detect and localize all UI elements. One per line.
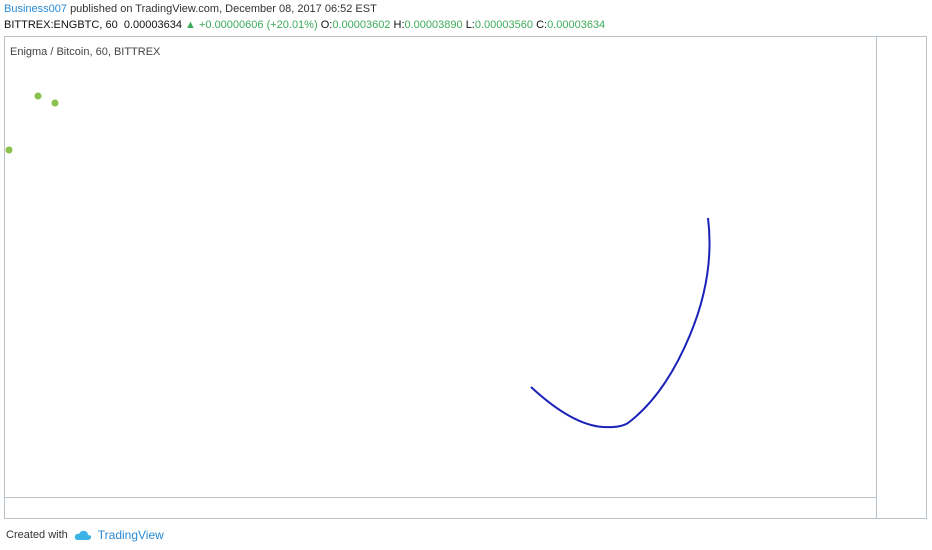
author[interactable]: Business007 [4, 3, 67, 15]
ohlc-value: 0.00003602 [332, 19, 391, 31]
arrow: ▲ [185, 19, 196, 31]
price: 0.00003634 [123, 19, 182, 31]
indicator-dot [51, 99, 59, 107]
created-with: Created with [6, 529, 68, 541]
published: published on TradingView.com, December 0… [70, 3, 377, 15]
ohlc-label: C: [536, 19, 548, 31]
indicator-dot [5, 146, 13, 154]
logo [74, 530, 91, 540]
symbol: BITTREX:ENGBTC, 60 [4, 19, 118, 31]
ohlc-label: L: [465, 19, 475, 31]
change: +0.00000606 (+20.01%) [198, 19, 318, 31]
ohlc-label: O: [320, 19, 333, 31]
chart-title: Enigma / Bitcoin, 60, BITTREX [10, 46, 161, 58]
symbol-line: BITTREX:ENGBTC, 60 0.00003634 ▲ +0.00000… [4, 19, 605, 31]
ohlc-value: 0.00003634 [547, 19, 606, 31]
ohlc-value: 0.00003890 [404, 19, 463, 31]
ohlc-value: 0.00003560 [474, 19, 533, 31]
ohlc: O:0.00003602 H:0.00003890 L:0.00003560 C… [321, 19, 606, 31]
header-line: Business007 published on TradingView.com… [4, 3, 377, 15]
chart-frame [4, 36, 927, 519]
drawing-curve [530, 217, 711, 429]
footer: Created with TradingView [6, 528, 164, 542]
indicator-dot [34, 92, 42, 100]
ohlc-label: H: [393, 19, 405, 31]
brand[interactable]: TradingView [97, 528, 164, 542]
